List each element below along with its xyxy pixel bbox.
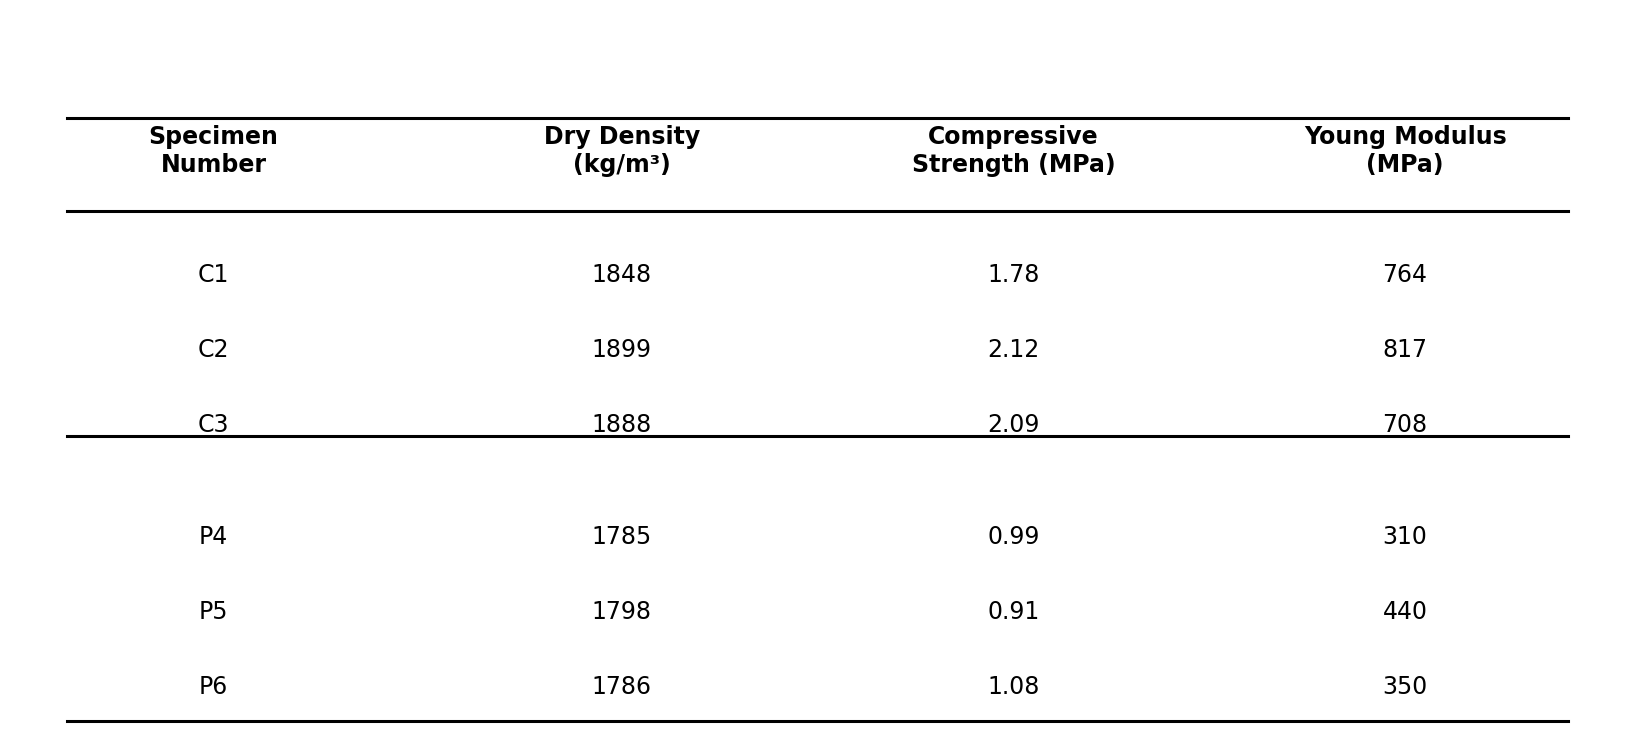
Text: 350: 350	[1383, 675, 1427, 699]
Text: 1.08: 1.08	[988, 675, 1040, 699]
Text: 1848: 1848	[592, 263, 652, 287]
Text: 310: 310	[1383, 525, 1427, 549]
Text: C2: C2	[198, 338, 229, 362]
Text: 0.99: 0.99	[988, 525, 1040, 549]
Text: 1899: 1899	[592, 338, 652, 362]
Text: 0.91: 0.91	[988, 600, 1040, 624]
Text: C3: C3	[198, 413, 229, 437]
Text: 1785: 1785	[592, 525, 652, 549]
Text: 708: 708	[1383, 413, 1427, 437]
Text: Dry Density
(kg/m³): Dry Density (kg/m³)	[543, 126, 700, 177]
Text: 2.12: 2.12	[988, 338, 1040, 362]
Text: 1786: 1786	[592, 675, 652, 699]
Text: P5: P5	[199, 600, 229, 624]
Text: 1888: 1888	[592, 413, 652, 437]
Text: P6: P6	[199, 675, 229, 699]
Text: 764: 764	[1383, 263, 1427, 287]
Text: Young Modulus
(MPa): Young Modulus (MPa)	[1303, 126, 1506, 177]
Text: 440: 440	[1383, 600, 1427, 624]
Text: P4: P4	[199, 525, 229, 549]
Text: 1.78: 1.78	[988, 263, 1040, 287]
Text: 2.09: 2.09	[988, 413, 1040, 437]
Text: Specimen
Number: Specimen Number	[149, 126, 278, 177]
Text: Compressive
Strength (MPa): Compressive Strength (MPa)	[912, 126, 1115, 177]
Text: C1: C1	[198, 263, 229, 287]
Text: 817: 817	[1383, 338, 1427, 362]
Text: 1798: 1798	[592, 600, 652, 624]
